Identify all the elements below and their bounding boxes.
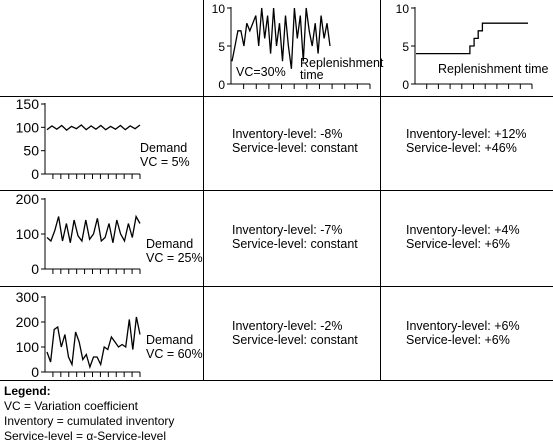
demand-chart-vc25-y-tick-label: 0: [31, 261, 39, 277]
cell-r1-c1-inventory: Inventory-level: -8%: [232, 127, 342, 141]
cell-r1-c1-service: Service-level: constant: [232, 141, 358, 155]
cell-r3-c2-inventory: Inventory-level: +6%: [406, 319, 520, 333]
step-chart-y-tick-label: 0: [402, 78, 409, 92]
demand-chart-vc5-y-tick-label: 50: [23, 143, 39, 159]
cell-r2-c2-inventory: Inventory-level: +4%: [406, 223, 520, 237]
demand-chart-vc5-y-tick-label: 100: [16, 119, 40, 135]
demand-chart-vc5-series-line: [46, 124, 141, 131]
vc-caption-line1: Replenishment: [300, 56, 384, 70]
step-replenishment-chart: 0 5 10: [396, 2, 533, 92]
demand-chart-vc60-y-tick-label: 100: [16, 339, 40, 355]
legend-line-vc: VC = Variation coefficient: [4, 399, 138, 413]
cell-r1-c2-inventory: Inventory-level: +12%: [406, 127, 527, 141]
demand-caption-vc5-line1: Demand: [140, 141, 187, 155]
step-chart-series-line: [416, 22, 528, 55]
vc-label: VC=30%: [236, 65, 286, 79]
cell-r2-c1-service: Service-level: constant: [232, 237, 358, 251]
demand-chart-vc60-y-tick-label: 300: [16, 289, 40, 305]
cell-r3-c1-service: Service-level: constant: [232, 333, 358, 347]
demand-caption-vc25-line2: VC = 25%: [146, 251, 203, 265]
step-caption: Replenishment time: [438, 62, 549, 76]
demand-chart-vc5: 0 50 100 150: [16, 96, 141, 182]
demand-caption-vc5-line2: VC = 5%: [140, 155, 190, 169]
vc-replenishment-chart: 0 5 10: [212, 2, 371, 92]
demand-chart-vc60: 0 100 200 300: [16, 289, 141, 380]
demand-chart-vc60-series-line: [46, 316, 141, 370]
table-grid: [0, 0, 553, 381]
step-chart-y-tick-label: 10: [396, 2, 410, 16]
legend-title: Legend:: [4, 384, 51, 398]
demand-chart-vc25-series-line: [46, 214, 141, 243]
demand-chart-vc60-y-tick-label: 0: [31, 364, 39, 380]
legend-line-inventory: Inventory = cumulated inventory: [4, 414, 175, 428]
legend-line-service: Service-level = α-Service-level: [4, 429, 166, 443]
vc-chart-y-tick-label: 5: [218, 40, 225, 54]
cell-r2-c2-service: Service-level: +6%: [406, 237, 510, 251]
cell-r3-c2-service: Service-level: +6%: [406, 333, 510, 347]
step-chart-y-tick-label: 5: [402, 40, 409, 54]
demand-chart-vc5-y-tick-label: 0: [31, 166, 39, 182]
cell-r3-c1-inventory: Inventory-level: -2%: [232, 319, 342, 333]
vc-caption-line2: time: [300, 68, 324, 82]
demand-chart-vc5-y-tick-label: 150: [16, 96, 40, 112]
demand-chart-vc25: 0 100 200: [16, 191, 141, 277]
demand-chart-vc25-y-tick-label: 200: [16, 191, 40, 207]
cell-r2-c1-inventory: Inventory-level: -7%: [232, 223, 342, 237]
vc-chart-y-tick-label: 0: [218, 78, 225, 92]
demand-caption-vc60-line2: VC = 60%: [146, 347, 203, 361]
demand-chart-vc60-y-tick-label: 200: [16, 314, 40, 330]
vc-chart-y-tick-label: 10: [212, 2, 226, 16]
demand-caption-vc25-line1: Demand: [146, 237, 193, 251]
vc-chart-series-line: [231, 7, 331, 69]
cell-r1-c2-service: Service-level: +46%: [406, 141, 517, 155]
demand-chart-vc25-y-tick-label: 100: [16, 226, 40, 242]
legend: Legend: VC = Variation coefficient Inven…: [4, 384, 174, 444]
demand-caption-vc60-line1: Demand: [146, 333, 193, 347]
